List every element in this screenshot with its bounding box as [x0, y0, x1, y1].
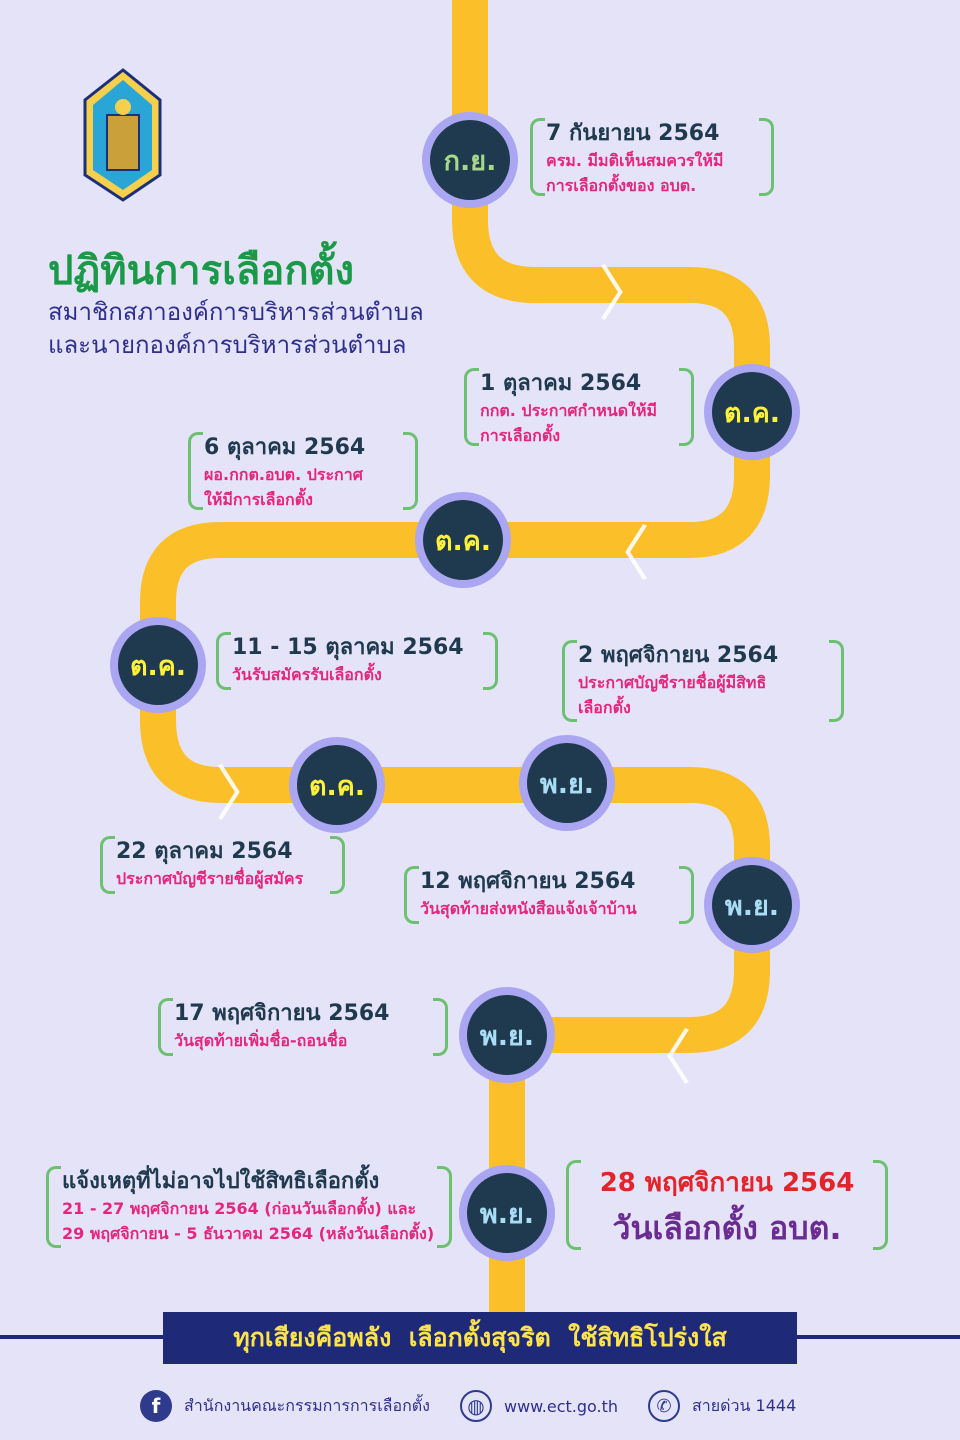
event-box: แจ้งเหตุที่ไม่อาจไปใช้สิทธิเลือกตั้ง 21 … — [46, 1166, 452, 1248]
month-node: ก.ย. — [422, 112, 518, 208]
event-date: 7 กันยายน 2564 — [546, 121, 720, 146]
event-date: 22 ตุลาคม 2564 — [116, 839, 293, 864]
event-desc: ให้มีการเลือกตั้ง — [204, 490, 313, 509]
event-desc: 21 - 27 พฤศจิกายน 2564 (ก่อนวันเลือกตั้ง… — [62, 1199, 417, 1218]
event-date: 12 พฤศจิกายน 2564 — [420, 869, 636, 894]
month-node: ต.ค. — [289, 737, 385, 833]
event-desc: วันสุดท้ายส่งหนังสือแจ้งเจ้าบ้าน — [420, 899, 637, 918]
month-node: พ.ย. — [704, 857, 800, 953]
event-date: แจ้งเหตุที่ไม่อาจไปใช้สิทธิเลือกตั้ง — [62, 1169, 380, 1194]
page-title: ปฏิทินการเลือกตั้ง — [48, 248, 355, 294]
event-date: 2 พฤศจิกายน 2564 — [578, 643, 779, 668]
month-node: ต.ค. — [704, 364, 800, 460]
month-node: พ.ย. — [459, 987, 555, 1083]
event-box: 6 ตุลาคม 2564 ผอ.กกต.อบต. ประกาศ ให้มีกา… — [188, 432, 418, 510]
hotline-text: สายด่วน 1444 — [692, 1395, 797, 1415]
event-box: 12 พฤศจิกายน 2564 วันสุดท้ายส่งหนังสือแจ… — [404, 866, 694, 924]
election-date: 28 พฤศจิกายน 2564 — [599, 1168, 855, 1198]
event-desc: ประกาศบัญชีรายชื่อผู้มีสิทธิ — [578, 673, 767, 692]
event-desc: การเลือกตั้งของ อบต. — [546, 176, 697, 195]
election-label: วันเลือกตั้ง อบต. — [612, 1209, 842, 1247]
globe-icon: ◍ — [459, 1390, 492, 1422]
event-date: 1 ตุลาคม 2564 — [480, 371, 642, 396]
chevron-left-icon: 〈 — [590, 520, 650, 590]
event-date: 6 ตุลาคม 2564 — [204, 435, 366, 460]
footer: f สำนักงานคณะกรรมการการเลือกตั้ง ◍ www.e… — [140, 1390, 796, 1422]
slogan-banner: ทุกเสียงคือพลัง เลือกตั้งสุจริต ใช้สิทธิ… — [163, 1312, 797, 1364]
event-desc: เลือกตั้ง — [578, 698, 631, 717]
event-desc: วันรับสมัครรับเลือกตั้ง — [232, 665, 382, 684]
month-node: พ.ย. — [459, 1165, 555, 1261]
facebook-link[interactable]: สำนักงานคณะกรรมการการเลือกตั้ง — [184, 1395, 430, 1415]
subtitle-line-1: สมาชิกสภาองค์การบริหารส่วนตำบล — [48, 298, 424, 326]
event-date: 17 พฤศจิกายน 2564 — [174, 1001, 390, 1026]
chevron-right-icon: 〉 — [598, 260, 658, 330]
ect-logo — [55, 65, 205, 215]
election-day-box: 28 พฤศจิกายน 2564 วันเลือกตั้ง อบต. — [566, 1160, 888, 1250]
event-desc: การเลือกตั้ง — [480, 426, 561, 445]
website-link[interactable]: www.ect.go.th — [503, 1396, 619, 1416]
event-desc: ประกาศบัญชีรายชื่อผู้สมัคร — [116, 869, 304, 888]
chevron-right-icon: 〉 — [215, 760, 275, 830]
event-date: 11 - 15 ตุลาคม 2564 — [232, 635, 464, 660]
month-node: ต.ค. — [110, 617, 206, 713]
chevron-left-icon: 〈 — [632, 1024, 692, 1094]
event-desc: ผอ.กกต.อบต. ประกาศ — [204, 465, 363, 484]
event-box: 2 พฤศจิกายน 2564 ประกาศบัญชีรายชื่อผู้มี… — [562, 640, 844, 722]
event-desc: 29 พฤศจิกายน - 5 ธันวาคม 2564 (หลังวันเล… — [62, 1224, 435, 1243]
event-desc: วันสุดท้ายเพิ่มชื่อ-ถอนชื่อ — [174, 1031, 348, 1050]
event-box: 11 - 15 ตุลาคม 2564 วันรับสมัครรับเลือกต… — [216, 632, 498, 690]
facebook-icon: f — [140, 1390, 172, 1422]
month-node: พ.ย. — [519, 735, 615, 831]
subtitle-line-2: และนายกองค์การบริหารส่วนตำบล — [48, 331, 407, 359]
event-box: 7 กันยายน 2564 ครม. มีมติเห็นสมควรให้มี … — [530, 118, 774, 196]
month-node: ต.ค. — [415, 492, 511, 588]
event-box: 17 พฤศจิกายน 2564 วันสุดท้ายเพิ่มชื่อ-ถอ… — [158, 998, 448, 1056]
event-desc: ครม. มีมติเห็นสมควรให้มี — [546, 151, 724, 170]
subtitle: สมาชิกสภาองค์การบริหารส่วนตำบล และนายกอง… — [48, 296, 424, 362]
phone-icon: ✆ — [648, 1390, 681, 1422]
event-box: 22 ตุลาคม 2564 ประกาศบัญชีรายชื่อผู้สมัค… — [100, 836, 345, 894]
event-desc: กกต. ประกาศกำหนดให้มี — [480, 401, 658, 420]
event-box: 1 ตุลาคม 2564 กกต. ประกาศกำหนดให้มี การเ… — [464, 368, 694, 446]
